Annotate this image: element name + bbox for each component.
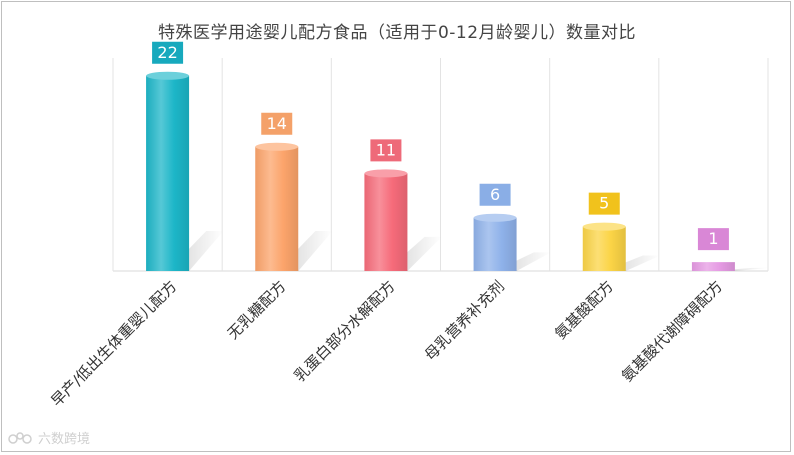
data-label: 22 [157,43,177,62]
bar-cap [255,142,299,151]
grid-lines [112,58,769,272]
bar [146,75,190,271]
chart-title: 特殊医学用途婴儿配方食品（适用于0-12月龄婴儿）数量对比 [157,23,637,43]
x-tick-labels: 早产/低出生体重婴儿配方 无乳糖配方 乳蛋白部分水解配方 母乳营养补充剂 氨基酸配方 氨基… [47,277,726,410]
x-tick-label: 母乳营养补充剂 [421,277,508,364]
data-labels: 22 14 11 6 5 1 [152,41,729,251]
watermark-text: 六数跨境 [38,432,91,447]
bar-cap [146,71,190,80]
data-label: 14 [267,114,287,133]
data-label: 5 [599,194,609,213]
x-tick-label: 氨基酸配方 [551,277,617,343]
brand-logo-icon [8,431,32,444]
data-label-box [697,228,729,251]
bar [364,173,408,271]
data-label-box [370,139,402,162]
watermark: 六数跨境 [8,428,90,447]
bar [473,217,517,271]
data-label: 1 [708,229,718,248]
bars [146,71,735,271]
bar [691,262,735,271]
bar-cap [582,222,626,231]
data-label-box [152,41,184,64]
data-label-box [479,183,511,206]
x-tick-label: 早产/低出生体重婴儿配方 [47,277,180,410]
data-label: 6 [490,185,500,204]
bar [255,146,299,271]
bar-cap [364,169,408,178]
data-label-box [261,112,293,135]
bar [582,226,626,271]
x-tick-label: 氨基酸代谢障碍配方 [618,277,726,385]
data-label: 11 [376,140,396,159]
bar-cap [473,213,517,222]
data-label-box [588,192,620,215]
x-tick-label: 无乳糖配方 [224,277,290,343]
x-tick-label: 乳蛋白部分水解配方 [291,277,399,385]
